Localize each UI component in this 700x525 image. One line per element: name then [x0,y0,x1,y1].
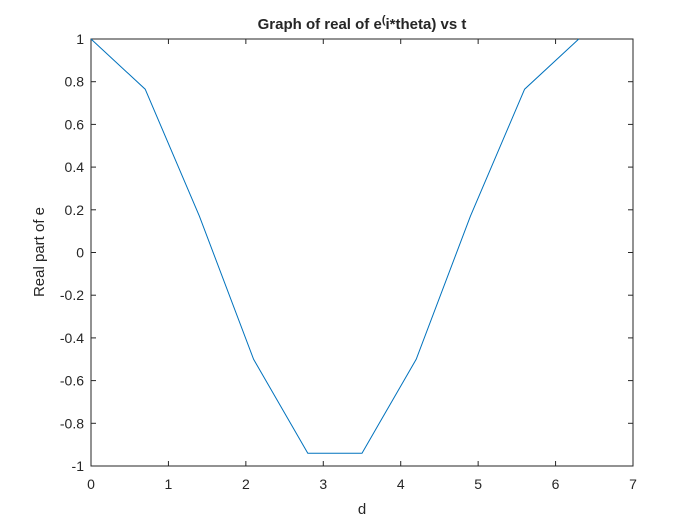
y-tick-label: 0.2 [65,202,85,218]
x-tick-label: 6 [552,476,560,492]
x-tick-label: 5 [474,476,482,492]
y-tick-label: 0.6 [65,116,85,132]
series-line [90,38,580,454]
x-tick-label: 2 [242,476,250,492]
x-axis-ticks: 0 1 2 3 4 5 6 7 [87,39,637,492]
y-tick-label: -0.2 [60,287,84,303]
title-main: Graph of real of e [258,16,382,33]
y-axis-ticks: 1 0.8 0.6 0.4 0.2 0 -0.2 -0.4 -0.6 -0.8 -1 [60,31,633,474]
y-tick-label: 0 [76,245,84,261]
series-layer [90,38,580,454]
title-rest: i*theta) vs t [386,16,467,33]
y-tick-label: -0.6 [60,373,84,389]
x-tick-label: 1 [165,476,173,492]
x-tick-label: 3 [319,476,327,492]
title-superscript: ( [382,14,386,26]
y-tick-label: -0.8 [60,415,84,431]
y-tick-label: -0.4 [60,330,84,346]
x-tick-label: 0 [87,476,95,492]
chart-title: Graph of real of e(i*theta) vs t [258,14,467,33]
x-tick-label: 7 [629,476,637,492]
x-axis-label: d [358,501,366,518]
y-tick-label: -1 [72,458,85,474]
x-tick-label: 4 [397,476,405,492]
y-axis-label: Real part of e [31,207,48,297]
y-tick-label: 0.4 [65,159,85,175]
plot-area [90,38,634,467]
y-tick-label: 0.8 [65,74,85,90]
y-tick-label: 1 [76,31,84,47]
